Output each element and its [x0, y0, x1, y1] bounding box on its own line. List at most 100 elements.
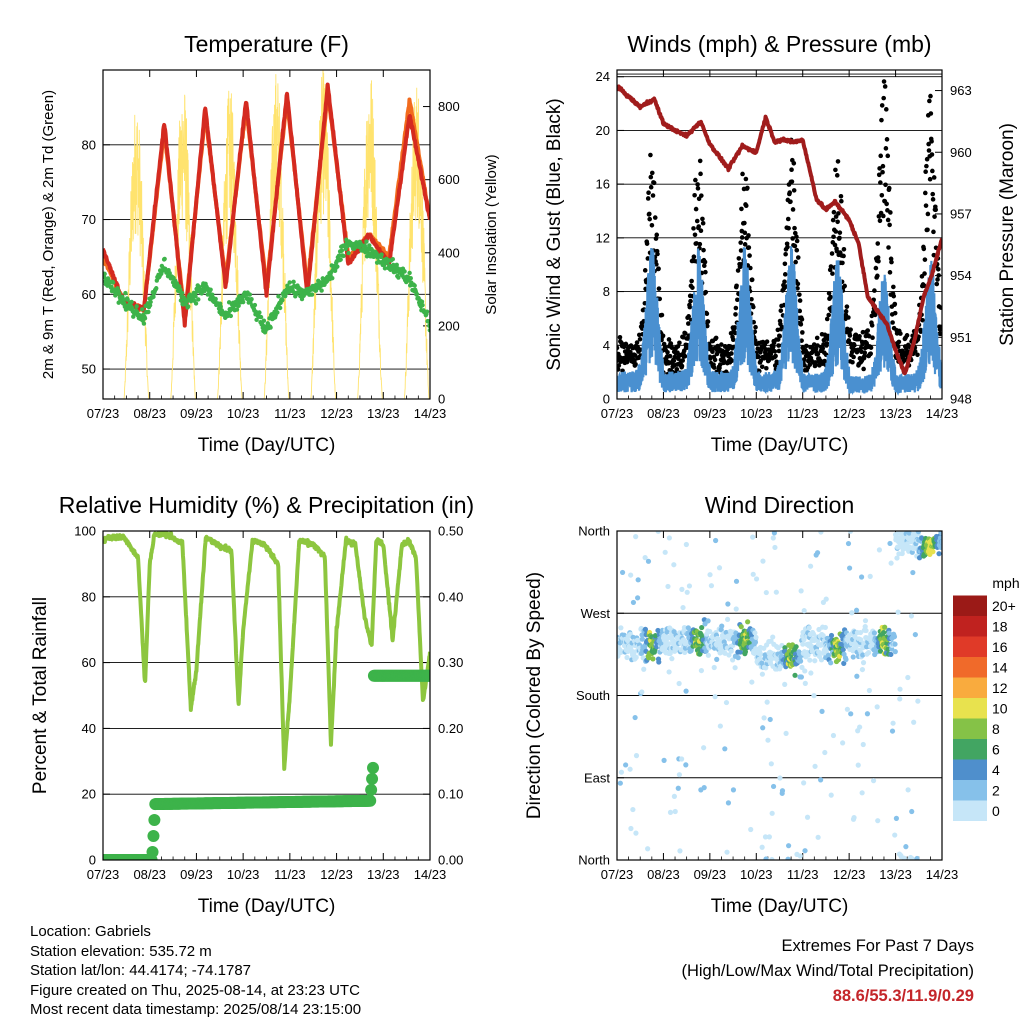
dewpoint-point — [346, 250, 351, 256]
wind-xlabel: Time (Day/UTC) — [711, 435, 849, 456]
dewpoint-point — [424, 309, 430, 314]
gust-point — [697, 158, 703, 164]
gust-point — [925, 211, 931, 217]
direction-point — [858, 574, 865, 580]
direction-point — [645, 558, 652, 564]
gust-point — [776, 348, 782, 354]
gust-point — [888, 210, 893, 215]
gust-point — [792, 230, 798, 236]
gust-point — [879, 117, 884, 123]
gust-point — [617, 335, 623, 340]
direction-point — [888, 651, 894, 658]
gust-point — [848, 327, 853, 332]
gust-point — [885, 153, 891, 159]
direction-point — [936, 551, 942, 557]
direction-point — [732, 665, 738, 671]
direction-point — [698, 667, 705, 674]
gust-point — [875, 255, 881, 260]
gust-point — [928, 93, 933, 99]
wind-ylabel-right: Station Pressure (Maroon) — [997, 123, 1018, 346]
gust-point — [747, 253, 752, 258]
dewpoint-point — [319, 288, 324, 293]
direction-point — [805, 652, 811, 658]
dewpoint-point — [148, 299, 153, 305]
legend-label: 10 — [992, 700, 1008, 716]
wind-ytick-label: 16 — [596, 177, 610, 192]
direction-point — [901, 855, 907, 860]
direction-point — [724, 616, 731, 623]
rh-ytick-label: 40 — [82, 721, 96, 736]
direction-point — [808, 670, 814, 676]
direction-point — [775, 645, 781, 651]
gust-point — [814, 335, 820, 341]
rh-ytick-label: 20 — [82, 787, 96, 802]
dewpoint-point — [280, 297, 285, 303]
dewpoint-point — [196, 297, 201, 302]
direction-point — [814, 550, 821, 556]
gust-point — [891, 284, 896, 290]
rh-xtick-label: 10/23 — [227, 867, 260, 882]
direction-point — [802, 668, 808, 674]
gust-point — [701, 247, 706, 253]
legend-swatch — [953, 677, 987, 698]
gust-point — [691, 226, 696, 231]
direction-point — [769, 856, 775, 860]
gust-point — [749, 296, 754, 302]
wind-xtick-label: 11/23 — [787, 406, 819, 421]
direction-point — [682, 649, 688, 655]
gust-point — [882, 84, 888, 89]
gust-point — [828, 294, 833, 300]
gust-point — [743, 203, 749, 209]
direction-point — [874, 704, 880, 710]
dewpoint-point — [367, 243, 372, 248]
direction-point — [681, 624, 688, 631]
dewpoint-point — [390, 256, 396, 262]
gust-point — [844, 304, 850, 309]
gust-point — [857, 334, 862, 339]
wind-ytick-label: 24 — [596, 69, 610, 84]
temp-xtick-label: 08/23 — [133, 406, 166, 421]
direction-point — [667, 809, 674, 815]
gust-point — [830, 271, 835, 276]
dewpoint-point — [419, 299, 425, 304]
wind-ytick-right-label: 957 — [950, 206, 972, 221]
direction-point — [905, 787, 911, 793]
gust-point — [930, 168, 935, 174]
dewpoint-point — [213, 296, 218, 302]
gust-point — [824, 341, 830, 346]
direction-point — [676, 772, 683, 778]
direction-point — [892, 649, 898, 655]
temp-xtick-label: 14/23 — [414, 406, 447, 421]
direction-point — [635, 577, 641, 583]
gust-point — [792, 243, 798, 249]
gust-point — [740, 171, 745, 177]
direction-point — [885, 646, 891, 652]
gust-point — [697, 241, 703, 247]
dewpoint-point — [228, 313, 234, 319]
dir-xtick-label: 13/23 — [879, 867, 912, 882]
dewpoint-point — [277, 305, 283, 311]
gust-point — [677, 340, 682, 346]
gust-point — [932, 214, 937, 219]
dewpoint-point — [412, 283, 417, 288]
direction-point — [851, 815, 857, 821]
gust-point — [630, 345, 635, 351]
direction-point — [877, 648, 884, 654]
gust-point — [924, 163, 929, 169]
gust-point — [938, 331, 942, 337]
direction-point — [722, 746, 728, 752]
direction-point — [891, 634, 898, 640]
gust-point — [835, 159, 841, 164]
rh-xtick-label: 08/23 — [133, 867, 166, 882]
direction-point — [680, 637, 687, 643]
direction-point — [847, 565, 853, 571]
direction-point — [708, 583, 715, 589]
gust-point — [930, 197, 936, 202]
direction-point — [763, 665, 769, 671]
direction-point — [843, 656, 849, 663]
gust-point — [764, 365, 769, 371]
direction-point — [857, 724, 863, 730]
direction-point — [722, 650, 728, 656]
direction-point — [828, 660, 834, 666]
direction-point — [849, 610, 855, 616]
